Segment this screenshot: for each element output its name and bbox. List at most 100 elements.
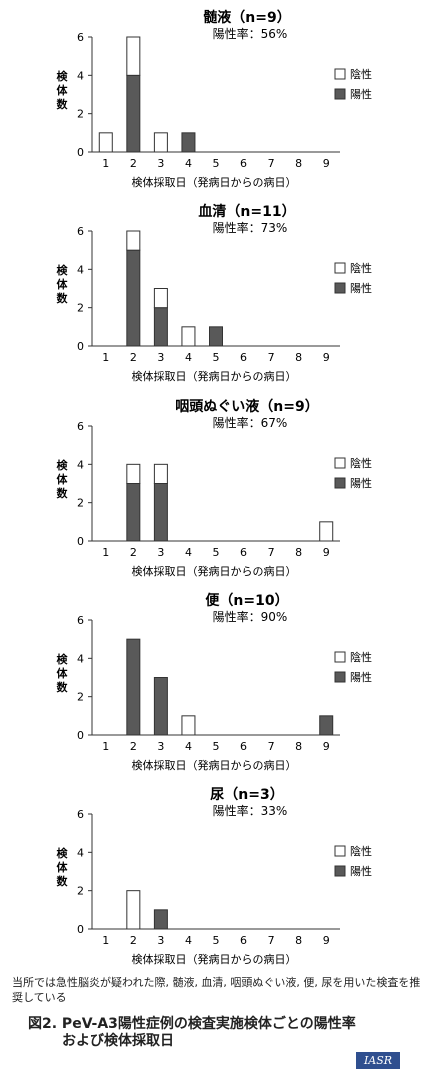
legend-swatch-negative bbox=[334, 262, 346, 274]
y-tick-label: 2 bbox=[77, 497, 84, 510]
x-tick-label: 6 bbox=[240, 934, 247, 947]
bar-positive bbox=[153, 307, 168, 347]
legend-label-negative: 陰性 bbox=[350, 456, 372, 470]
y-tick-label: 0 bbox=[77, 923, 84, 936]
legend-label-negative: 陰性 bbox=[350, 67, 372, 81]
x-axis-label: 検体採取日（発病日からの病日） bbox=[132, 564, 297, 578]
x-tick-label: 1 bbox=[102, 740, 109, 753]
chart-title: 咽頭ぬぐい液（n=9） bbox=[175, 398, 318, 415]
x-tick-label: 7 bbox=[268, 157, 275, 170]
bar-negative bbox=[153, 463, 168, 485]
y-tick-label: 2 bbox=[77, 302, 84, 315]
x-tick-label: 9 bbox=[323, 157, 330, 170]
legend-label-positive: 陽性 bbox=[350, 476, 372, 490]
x-tick-label: 8 bbox=[295, 351, 302, 364]
bar-positive bbox=[319, 715, 334, 736]
x-axis-label: 検体採取日（発病日からの病日） bbox=[132, 369, 297, 383]
legend-swatch-negative bbox=[334, 845, 346, 857]
x-tick-label: 2 bbox=[130, 546, 137, 559]
y-axis-label-char: 数 bbox=[57, 97, 69, 111]
x-tick-label: 6 bbox=[240, 157, 247, 170]
y-axis-label-char: 数 bbox=[57, 680, 69, 694]
y-tick-label: 2 bbox=[77, 885, 84, 898]
x-tick-label: 3 bbox=[157, 157, 164, 170]
x-tick-label: 6 bbox=[240, 546, 247, 559]
footnote: 当所では急性脳炎が疑われた際, 髄液, 血清, 咽頭ぬぐい液, 便, 尿を用いた… bbox=[12, 976, 421, 1004]
chart-title: 髄液（n=9） bbox=[203, 9, 290, 26]
caption-line-2: および検体採取日 bbox=[62, 1033, 174, 1049]
iasr-logo: IASR bbox=[356, 1052, 400, 1069]
y-tick-label: 0 bbox=[77, 729, 84, 742]
bar-positive bbox=[153, 677, 168, 736]
bar-positive bbox=[153, 483, 168, 542]
x-tick-label: 9 bbox=[323, 934, 330, 947]
y-axis-label-char: 体 bbox=[57, 472, 69, 486]
y-tick-label: 4 bbox=[77, 69, 84, 82]
x-tick-label: 9 bbox=[323, 740, 330, 753]
y-axis-label-char: 検 bbox=[57, 69, 69, 83]
x-tick-label: 6 bbox=[240, 740, 247, 753]
x-tick-label: 7 bbox=[268, 546, 275, 559]
x-tick-label: 4 bbox=[185, 546, 192, 559]
positive-rate-label: 陽性率：56% bbox=[213, 26, 288, 41]
chart-title: 尿（n=3） bbox=[210, 787, 283, 803]
y-tick-label: 4 bbox=[77, 846, 84, 859]
y-tick-label: 0 bbox=[77, 340, 84, 353]
bar-positive bbox=[126, 74, 141, 153]
y-axis-label-char: 数 bbox=[57, 486, 69, 500]
bar-negative bbox=[98, 132, 113, 153]
legend-label-negative: 陰性 bbox=[350, 650, 372, 664]
legend-label-negative: 陰性 bbox=[350, 261, 372, 275]
x-tick-label: 8 bbox=[295, 740, 302, 753]
bar-negative bbox=[319, 521, 334, 542]
x-tick-label: 3 bbox=[157, 351, 164, 364]
x-tick-label: 7 bbox=[268, 351, 275, 364]
bar-positive bbox=[153, 909, 168, 930]
x-tick-label: 8 bbox=[295, 934, 302, 947]
legend-label-positive: 陽性 bbox=[350, 281, 372, 295]
bar-negative bbox=[126, 463, 141, 485]
x-tick-label: 3 bbox=[157, 546, 164, 559]
y-axis-label-char: 検 bbox=[57, 263, 69, 277]
x-tick-label: 7 bbox=[268, 934, 275, 947]
y-axis-label-char: 検 bbox=[57, 652, 69, 666]
y-tick-label: 6 bbox=[77, 808, 84, 821]
x-axis-label: 検体採取日（発病日からの病日） bbox=[132, 758, 297, 772]
legend-label-positive: 陽性 bbox=[350, 864, 372, 878]
x-tick-label: 2 bbox=[130, 740, 137, 753]
y-tick-label: 6 bbox=[77, 31, 84, 44]
x-tick-label: 1 bbox=[102, 157, 109, 170]
x-tick-label: 5 bbox=[213, 934, 220, 947]
x-tick-label: 2 bbox=[130, 351, 137, 364]
x-tick-label: 8 bbox=[295, 157, 302, 170]
positive-rate-label: 陽性率：33% bbox=[213, 803, 288, 818]
y-tick-label: 2 bbox=[77, 691, 84, 704]
x-tick-label: 6 bbox=[240, 351, 247, 364]
positive-rate-label: 陽性率：73% bbox=[213, 220, 288, 235]
bar-positive bbox=[181, 132, 196, 153]
legend-swatch-positive bbox=[334, 671, 346, 683]
x-axis-label: 検体採取日（発病日からの病日） bbox=[132, 952, 297, 966]
bar-negative bbox=[153, 132, 168, 153]
legend-swatch-negative bbox=[334, 651, 346, 663]
y-tick-label: 0 bbox=[77, 146, 84, 159]
x-tick-label: 4 bbox=[185, 157, 192, 170]
x-tick-label: 9 bbox=[323, 546, 330, 559]
positive-rate-label: 陽性率：67% bbox=[213, 415, 288, 430]
legend-swatch-positive bbox=[334, 477, 346, 489]
y-tick-label: 6 bbox=[77, 614, 84, 627]
y-axis-label-char: 体 bbox=[57, 666, 69, 680]
x-axis-label: 検体採取日（発病日からの病日） bbox=[132, 175, 297, 189]
y-axis-label-char: 検 bbox=[57, 458, 69, 472]
y-axis-label-char: 検 bbox=[57, 846, 69, 860]
y-axis-label-char: 数 bbox=[57, 874, 69, 888]
y-axis-label-char: 数 bbox=[57, 291, 69, 305]
caption-line-1: 図2. PeV-A3陽性症例の検査実施検体ごとの陽性率 bbox=[28, 1016, 356, 1032]
legend-label-positive: 陽性 bbox=[350, 87, 372, 101]
bar-positive bbox=[126, 638, 141, 736]
y-axis-label-char: 体 bbox=[57, 860, 69, 874]
y-tick-label: 4 bbox=[77, 263, 84, 276]
x-tick-label: 2 bbox=[130, 157, 137, 170]
x-tick-label: 7 bbox=[268, 740, 275, 753]
